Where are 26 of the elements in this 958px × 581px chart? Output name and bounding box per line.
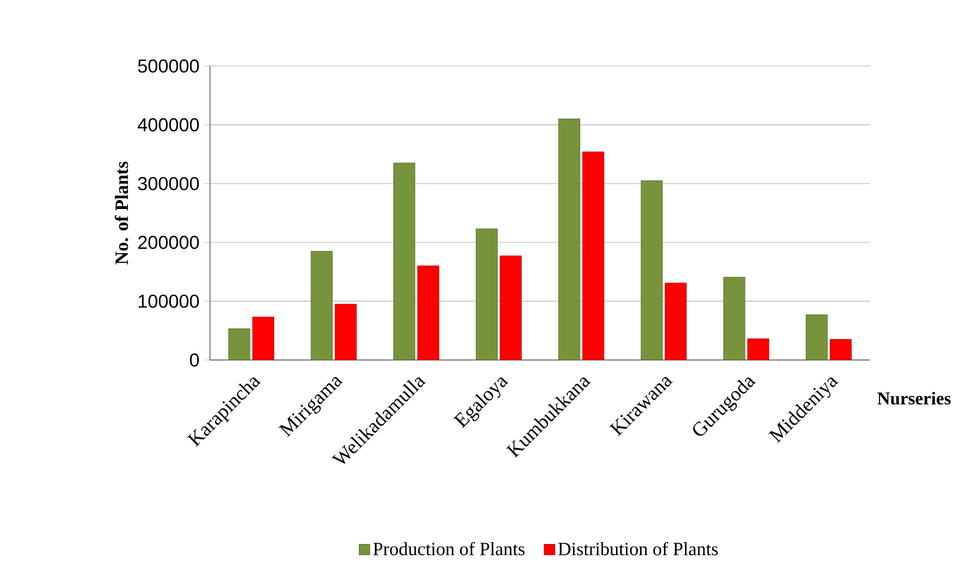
legend-label: Production of Plants [373,542,524,556]
y-tick-label: 100000 [138,294,199,308]
bar [417,266,440,360]
bar [582,152,604,360]
y-tick-label: 400000 [138,118,199,132]
bar [476,228,498,360]
bar [393,162,416,360]
y-axis-title: No. of Plants [114,162,128,264]
bar [310,250,333,360]
y-tick-label: 300000 [138,176,199,190]
x-axis-title: Nurseries [877,392,951,405]
bar [334,304,357,360]
y-tick-label: 200000 [138,236,199,250]
bar [252,316,274,360]
bar [747,338,770,360]
y-tick-label: 500000 [138,59,199,73]
bar [640,180,663,360]
bar [806,314,828,360]
bar [723,276,746,360]
bar [228,328,250,360]
bar [558,118,580,360]
bar [664,282,687,360]
bar [500,256,522,360]
y-tick-label: 0 [190,353,199,367]
bar [830,339,852,360]
legend-label: Distribution of Plants [558,542,718,556]
